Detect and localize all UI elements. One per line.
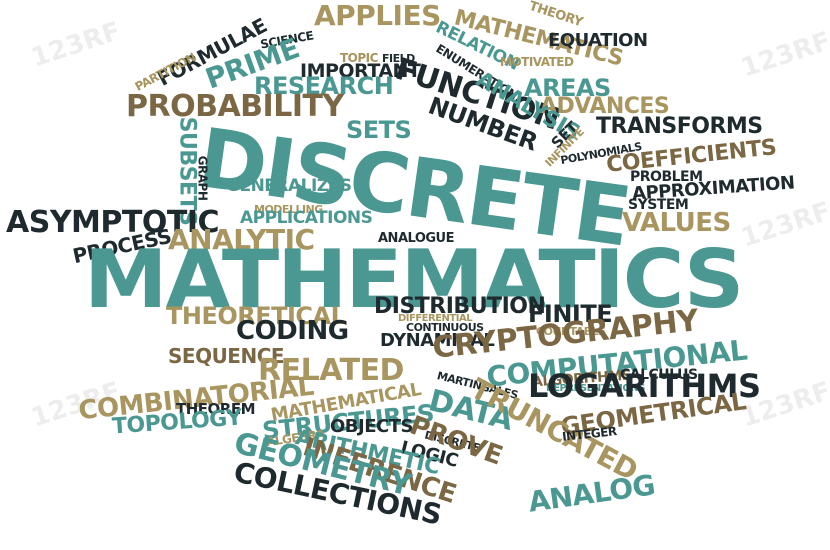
word-countable: COUNTABLE [536,325,606,338]
word-research: RESEARCH [254,72,394,100]
word-calculus: CALCULUS [620,367,698,383]
word-theoretical: THEORETICAL [166,302,346,330]
word-applies: APPLIES [314,0,441,32]
word-analog: ANALOG [526,468,658,519]
word-values: VALUES [622,208,731,238]
word-theorem: THEOREM [176,400,256,418]
word-mathematics-main: MATHEMATICS [84,233,744,326]
word-distribution: DISTRIBUTION [374,294,546,319]
watermark: 123RF [27,16,125,74]
word-graph: GRAPH [195,155,210,201]
word-generalizes: GENERALIZES [226,176,352,196]
word-differential: DIFFERENTIAL [398,313,473,324]
watermark: 123RF [737,26,830,84]
word-sequence: SEQUENCE [168,344,285,368]
word-equation: EQUATION [548,30,648,51]
word-analytic: ANALYTIC [168,223,315,256]
word-areas: AREAS [524,74,611,102]
watermark: 123RF [737,196,830,254]
word-coding: CODING [236,316,349,346]
word-dynamical: DYNAMICAL [380,330,495,351]
word-problem: PROBLEM [630,169,703,185]
word-related: RELATED [258,353,404,388]
word-transforms: TRANSFORMS [596,114,763,139]
word-system: SYSTEM [628,197,689,213]
word-analogue: ANALOGUE [378,231,454,246]
word-logarithms: LOGARITHMS [528,367,761,405]
word-field: FIELD [382,52,415,65]
word-continuous: CONTINUOUS [406,321,484,334]
word-probability: PROBABILITY [126,89,344,124]
word-topology: TOPOLOGY [111,405,243,440]
word-motivated: MOTIVATED [500,55,574,69]
word-topic: TOPIC [340,51,378,65]
word-sets: SETS [346,116,412,144]
word-objects: OBJECTS [330,416,413,437]
word-applications: APPLICATIONS [240,208,373,228]
word-finite: FINITE [528,300,613,328]
word-modelling: MODELLING [254,203,323,216]
word-asymptotic: ASYMPTOTIC [6,205,220,240]
word-advances: ADVANCES [540,94,670,119]
word-important: IMPORTANT [300,60,421,82]
word-representations: REPRESENTATIONS [546,383,645,394]
